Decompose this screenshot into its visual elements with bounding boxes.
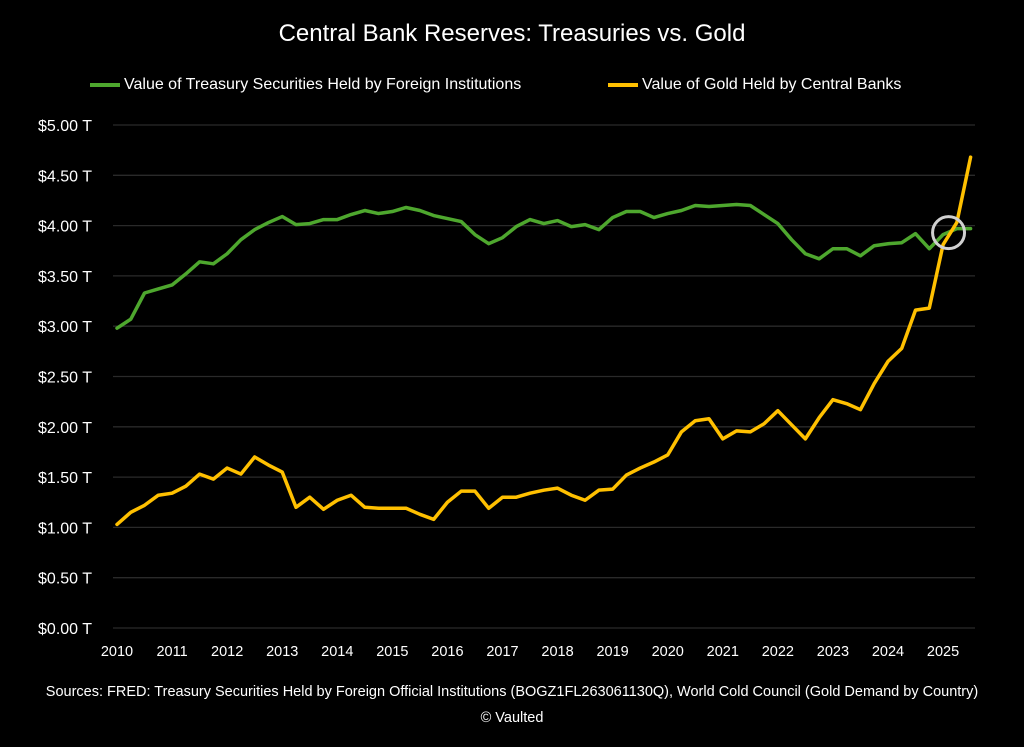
y-tick-label: $1.00 T xyxy=(38,520,92,537)
x-tick-label: 2012 xyxy=(211,644,243,660)
x-tick-label: 2011 xyxy=(156,644,187,660)
y-tick-label: $3.00 T xyxy=(38,319,92,336)
legend-label: Value of Treasury Securities Held by For… xyxy=(124,76,522,93)
chart-title: Central Bank Reserves: Treasuries vs. Go… xyxy=(278,20,746,47)
x-tick-label: 2020 xyxy=(652,644,684,660)
sources-note: Sources: FRED: Treasury Securities Held … xyxy=(45,684,979,700)
x-tick-label: 2013 xyxy=(266,644,298,660)
x-tick-label: 2017 xyxy=(486,644,518,660)
x-tick-label: 2025 xyxy=(927,644,959,660)
x-tick-label: 2022 xyxy=(762,644,794,660)
x-tick-label: 2010 xyxy=(101,644,133,660)
y-tick-label: $1.50 T xyxy=(38,470,92,487)
legend-item-gold: Value of Gold Held by Central Banks xyxy=(608,76,901,94)
y-tick-label: $3.50 T xyxy=(38,269,92,286)
y-tick-label: $0.00 T xyxy=(38,621,92,638)
y-tick-label: $2.50 T xyxy=(38,370,92,387)
x-tick-label: 2015 xyxy=(376,644,408,660)
y-tick-label: $4.50 T xyxy=(38,168,92,185)
legend-swatch-green xyxy=(90,83,120,87)
x-tick-label: 2016 xyxy=(431,644,463,660)
x-tick-label: 2024 xyxy=(872,644,904,660)
y-tick-label: $5.00 T xyxy=(38,118,92,135)
y-tick-label: $2.00 T xyxy=(38,420,92,437)
y-tick-label: $0.50 T xyxy=(38,571,92,588)
x-tick-label: 2018 xyxy=(541,644,573,660)
credit: © Vaulted xyxy=(480,710,544,726)
x-tick-label: 2023 xyxy=(817,644,849,660)
y-tick-label: $4.00 T xyxy=(38,219,92,236)
legend-label: Value of Gold Held by Central Banks xyxy=(642,76,902,93)
series-line-treasuries xyxy=(115,202,973,330)
crossover-circle xyxy=(931,215,967,251)
x-tick-label: 2014 xyxy=(321,644,353,660)
legend-item-treasuries: Value of Treasury Securities Held by For… xyxy=(90,76,521,94)
x-tick-label: 2019 xyxy=(596,644,628,660)
series-line-gold xyxy=(115,155,973,527)
x-tick-label: 2021 xyxy=(707,644,739,660)
legend-swatch-gold xyxy=(608,83,638,87)
